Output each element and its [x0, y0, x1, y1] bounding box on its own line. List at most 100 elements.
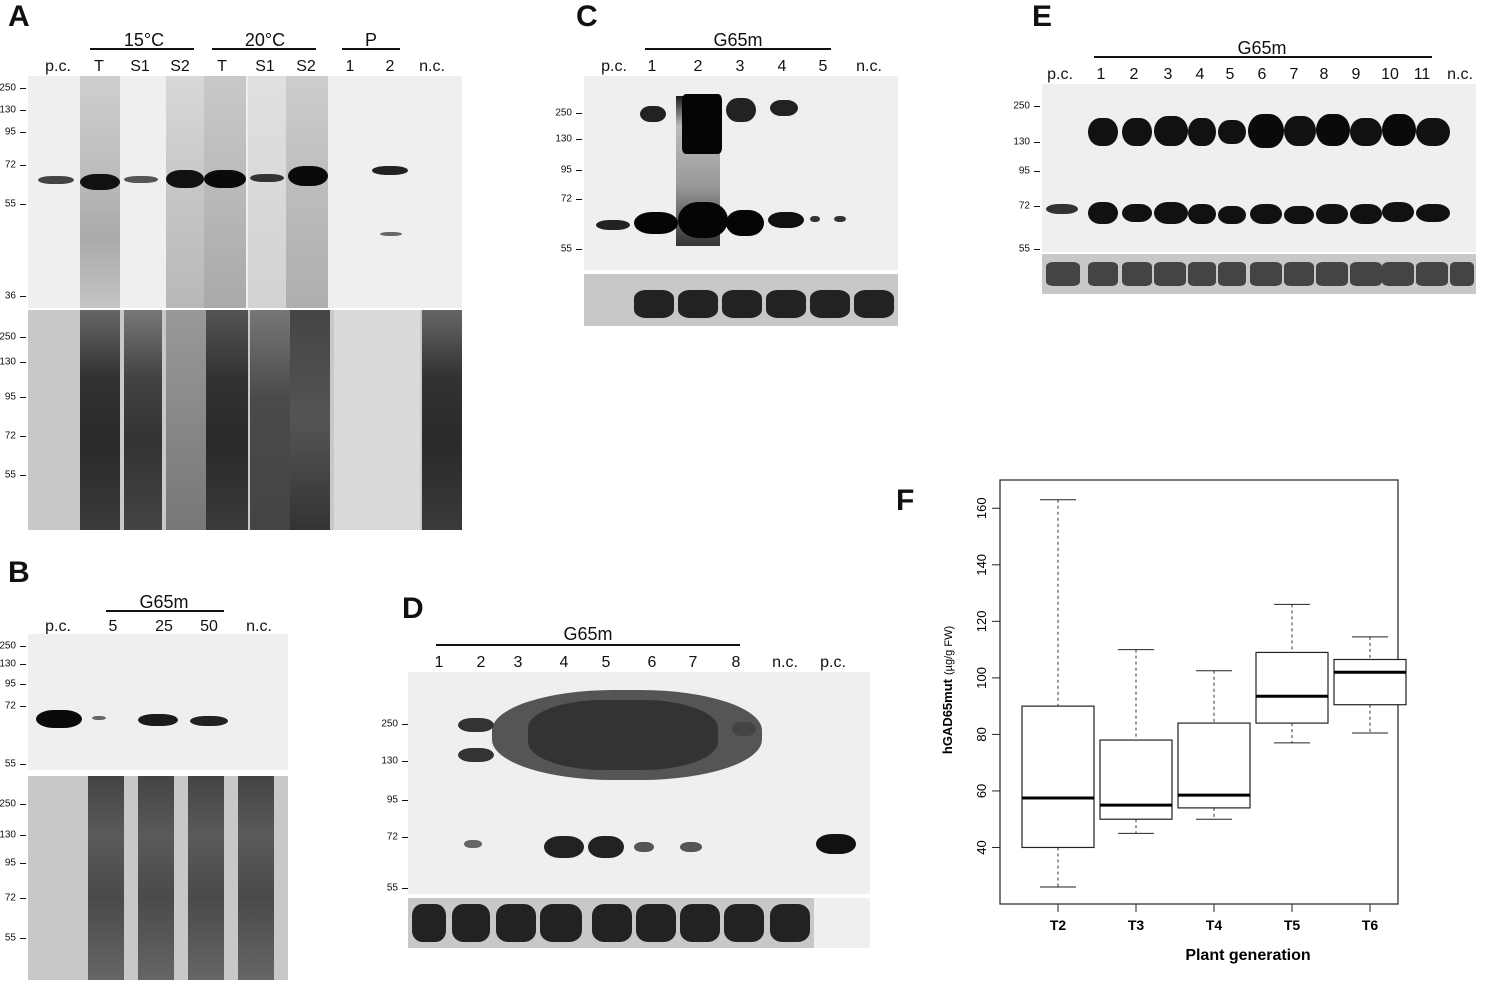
- lane-label: 9: [1351, 66, 1361, 83]
- lane-label: 4: [777, 58, 787, 75]
- x-axis: T2 T3 T4 T5 T6: [1050, 903, 1379, 933]
- lane-label: 1: [1096, 66, 1106, 83]
- mw-label: 72: [560, 193, 572, 205]
- group-bar: [436, 644, 740, 646]
- y-tick-label: 80: [974, 727, 989, 741]
- lane-label: 1: [434, 654, 444, 671]
- lane-label: 7: [1289, 66, 1299, 83]
- lane-label: 3: [1163, 66, 1173, 83]
- lane-label: 5: [818, 58, 828, 75]
- mw-label: 72: [386, 831, 398, 843]
- lane-label: S2: [170, 58, 190, 75]
- group-bar: [342, 48, 400, 50]
- lane-label: 2: [1129, 66, 1139, 83]
- lane-label: 1: [345, 58, 355, 75]
- mw-label: 55: [386, 882, 398, 894]
- panel-e-letter: E: [1032, 0, 1053, 33]
- box-T4: [1177, 670, 1251, 820]
- lane-label: 5: [601, 654, 611, 671]
- mw-label: 250: [381, 718, 398, 730]
- loading-control-d: [408, 898, 870, 948]
- mw-label: 55: [4, 198, 16, 210]
- y-tick-label: 60: [974, 784, 989, 798]
- box-T2: [1021, 499, 1095, 888]
- lane-label: T: [217, 58, 227, 75]
- mw-label: 55: [4, 469, 16, 481]
- lane-label: 4: [1195, 66, 1205, 83]
- mw-label: 72: [4, 892, 16, 904]
- group-bar: [645, 48, 831, 50]
- group-label-p: P: [364, 30, 378, 50]
- mw-label: 95: [4, 391, 16, 403]
- mw-label: 95: [4, 126, 16, 138]
- loading-control-c: [584, 274, 898, 326]
- box-iqr: [1333, 658, 1407, 706]
- box-iqr: [1255, 651, 1329, 724]
- lane-label: 1: [647, 58, 657, 75]
- group-bar: [1094, 56, 1432, 58]
- box-iqr: [1021, 705, 1095, 849]
- lane-label: p.c.: [45, 58, 71, 75]
- x-tick-label: T6: [1362, 917, 1379, 933]
- western-blot-d: [408, 672, 870, 894]
- boxes: [1021, 499, 1407, 888]
- lane-label: S1: [255, 58, 275, 75]
- lane-label: 6: [1257, 66, 1267, 83]
- lane-label: n.c.: [856, 58, 882, 75]
- lane-label: 2: [693, 58, 703, 75]
- mw-label: 250: [0, 798, 16, 810]
- lane-label: 5: [1225, 66, 1235, 83]
- mw-label: 95: [1018, 165, 1030, 177]
- y-axis-label: hGAD65mut(µg/g FW): [940, 626, 955, 754]
- mw-label: 130: [0, 104, 16, 116]
- group-bar: [106, 610, 224, 612]
- western-blot-e: [1042, 84, 1476, 252]
- lane-label: p.c.: [601, 58, 627, 75]
- panel-b-letter: B: [8, 556, 30, 589]
- mw-label: 130: [0, 829, 16, 841]
- x-tick-label: T3: [1128, 917, 1145, 933]
- group-label-20c: 20°C: [244, 30, 286, 50]
- group-label: G65m: [139, 592, 189, 612]
- lane-label: 3: [513, 654, 523, 671]
- lane-label: S2: [296, 58, 316, 75]
- lane-label: p.c.: [1047, 66, 1073, 83]
- mw-label: 36: [4, 290, 16, 302]
- lane-label: n.c.: [772, 654, 798, 671]
- mw-label: 55: [4, 932, 16, 944]
- lane-label: 2: [476, 654, 486, 671]
- lane-label: 10: [1381, 66, 1399, 83]
- mw-label: 250: [555, 107, 572, 119]
- lane-label: S1: [130, 58, 150, 75]
- panel-d-letter: D: [402, 592, 424, 625]
- lane-label: 6: [647, 654, 657, 671]
- y-tick-label: 40: [974, 840, 989, 854]
- box-T3: [1099, 649, 1173, 834]
- lane-label: n.c.: [246, 618, 272, 635]
- mw-label: 250: [1013, 100, 1030, 112]
- lane-label: 7: [688, 654, 698, 671]
- mw-label: 250: [0, 82, 16, 94]
- group-bar: [90, 48, 194, 50]
- x-tick-label: T5: [1284, 917, 1301, 933]
- box-T6: [1333, 636, 1407, 734]
- lane-label: 5: [108, 618, 118, 635]
- lane-label: 11: [1413, 66, 1431, 83]
- western-blot-c: [584, 76, 898, 270]
- lane-label: n.c.: [1447, 66, 1473, 83]
- panel-a-letter: A: [8, 0, 30, 33]
- mw-label: 95: [560, 164, 572, 176]
- lane-label: 25: [155, 618, 173, 635]
- mw-label: 55: [560, 243, 572, 255]
- mw-label: 72: [4, 700, 16, 712]
- y-tick-label: 160: [974, 497, 989, 519]
- y-tick-label: 100: [974, 667, 989, 689]
- lane-label: 50: [200, 618, 218, 635]
- x-tick-label: T4: [1206, 917, 1223, 933]
- western-blot-b: [28, 634, 288, 770]
- lane-label: 2: [385, 58, 395, 75]
- coomassie-gel-a: [28, 310, 462, 530]
- mw-label: 55: [1018, 243, 1030, 255]
- western-blot-a: [28, 76, 462, 308]
- mw-label: 95: [4, 678, 16, 690]
